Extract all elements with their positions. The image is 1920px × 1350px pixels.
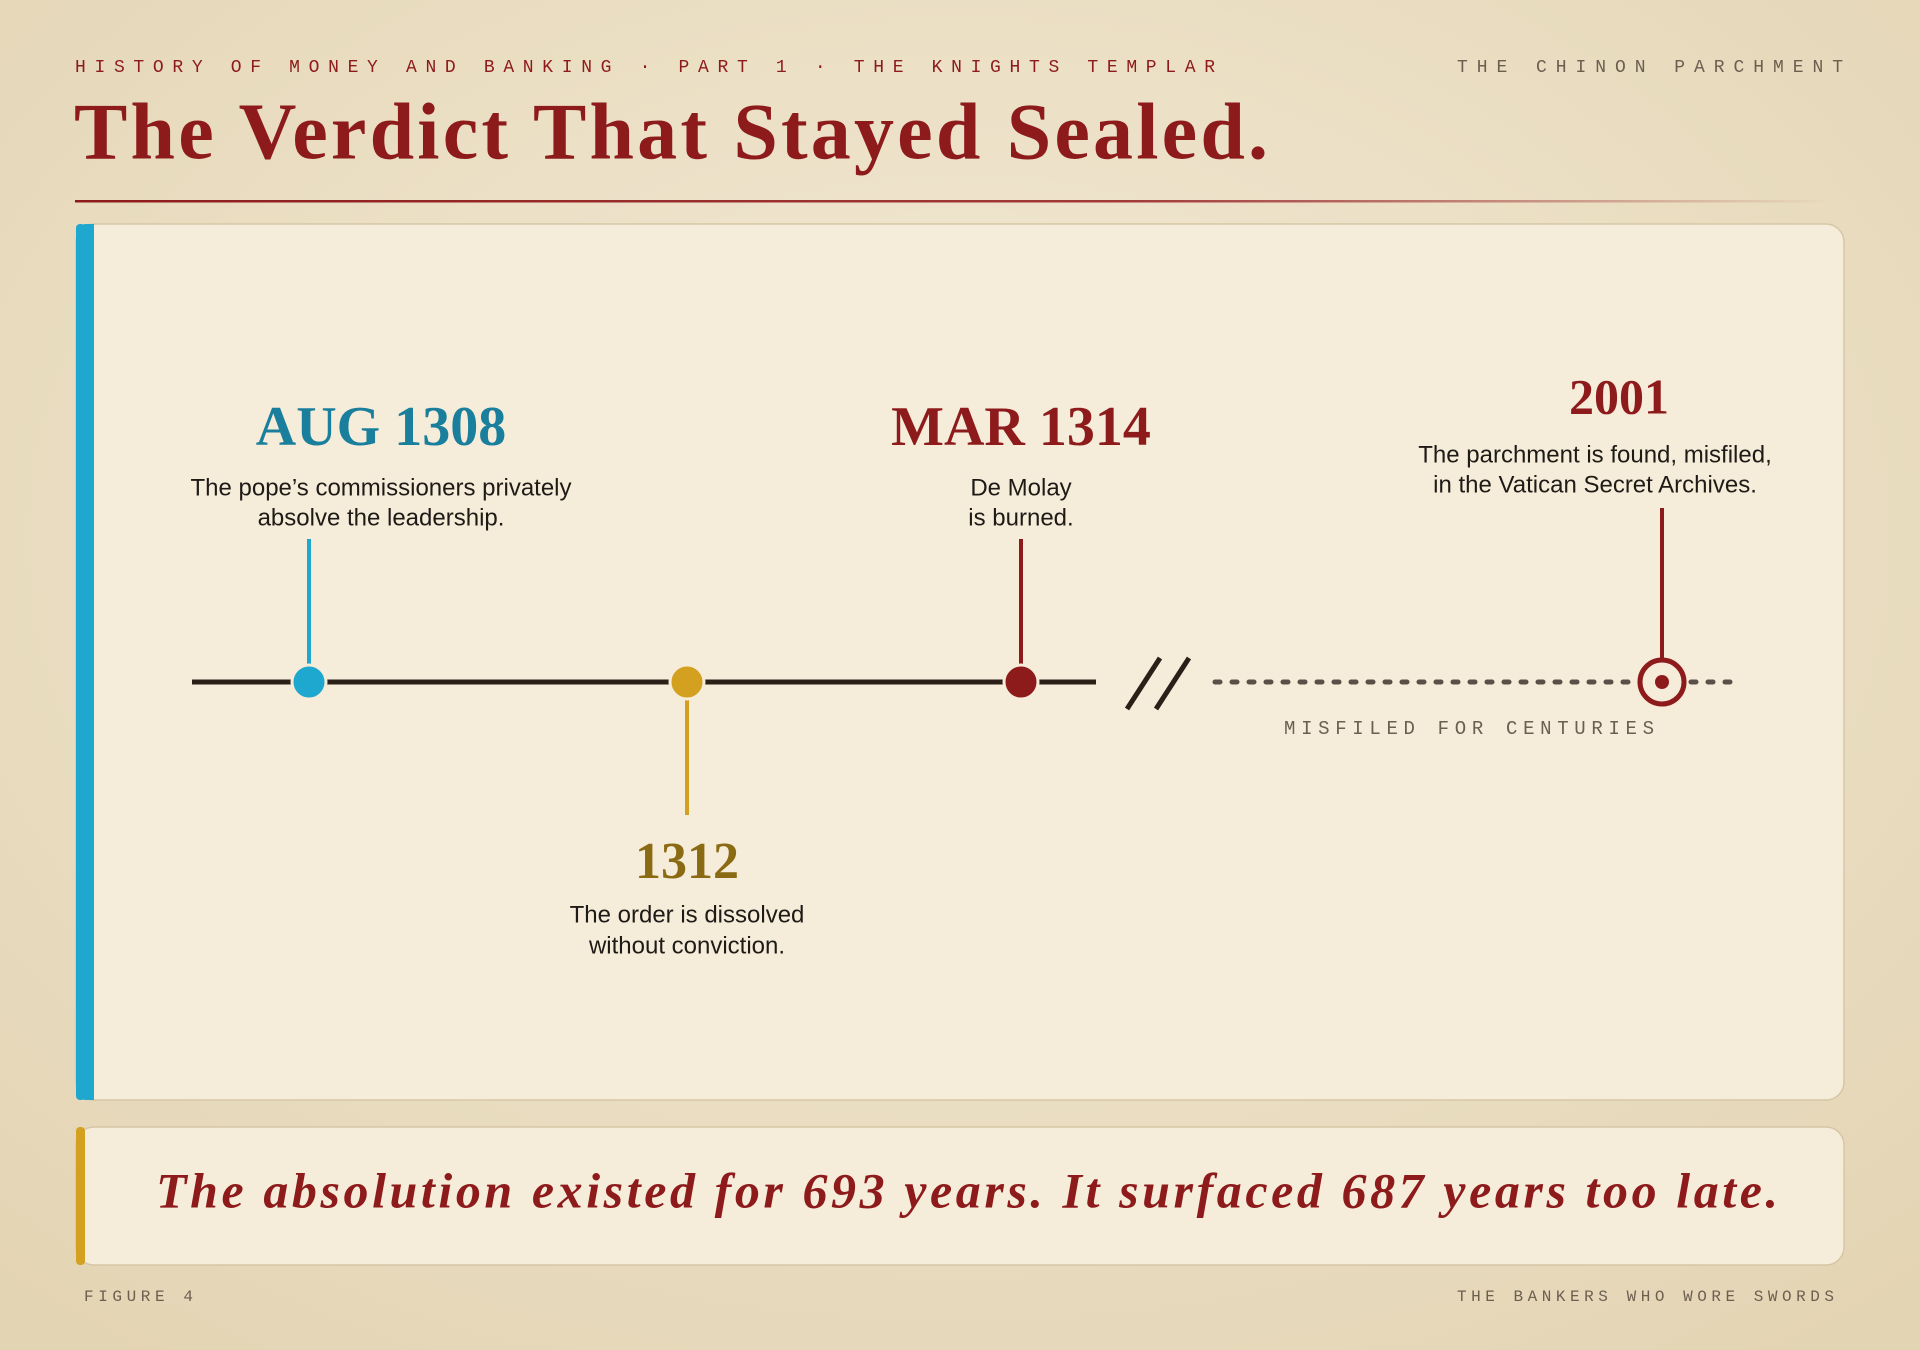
event-dot [668,663,706,701]
event-date: 1312 [635,833,739,890]
panel-accent-bar [76,224,85,1100]
conclusion: The absolution existed for 693 years. It… [156,1162,1778,1218]
panel-accent-bar [76,1127,85,1265]
series-label: THE BANKERS WHO WORE SWORDS [1457,1288,1834,1306]
break-mark [1124,656,1163,711]
break-mark [1153,656,1192,711]
timeline-panel: MISFILED FOR CENTURIES AUG 1308 The pope… [75,223,1845,1101]
event-date: 2001 [1569,368,1669,424]
event-text: without conviction. [588,932,785,959]
event-dot [290,663,328,701]
event-text: is burned. [968,504,1073,531]
event-target-center [1655,675,1669,689]
event-text: De Molay [970,474,1071,501]
event-date: AUG 1308 [256,396,506,458]
event-dot [1002,663,1040,701]
title: The Verdict That Stayed Sealed. [74,88,1268,176]
event-text: in the Vatican Secret Archives. [1433,471,1757,498]
event-text: The pope’s commissioners privately [190,474,571,501]
title-rule [75,200,1830,203]
event-date: MAR 1314 [891,396,1151,458]
conclusion-panel: The absolution existed for 693 years. It… [75,1126,1845,1266]
panel [75,223,1845,1101]
event-text: absolve the leadership. [258,504,505,531]
event-text: The order is dissolved [570,901,805,928]
event-text: The parchment is found, misfiled, [1418,441,1772,468]
